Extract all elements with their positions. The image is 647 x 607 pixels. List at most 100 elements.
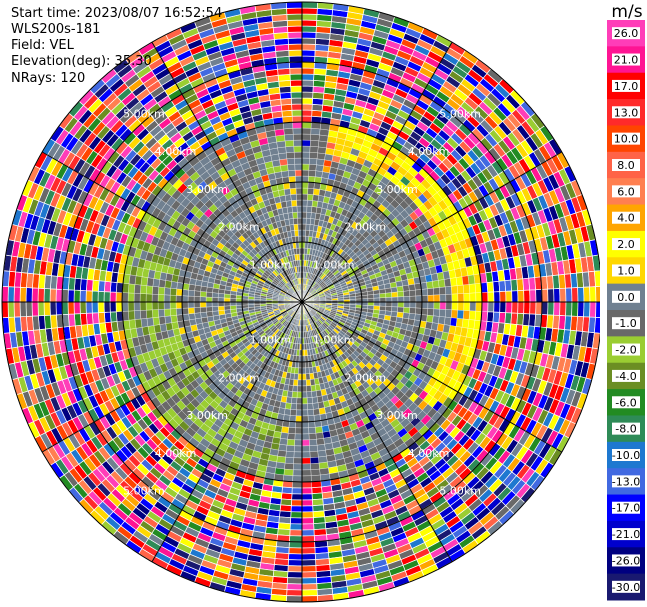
- gate: [247, 304, 255, 308]
- gate: [529, 289, 537, 303]
- gate: [158, 316, 166, 325]
- gate: [284, 402, 292, 410]
- gate: [373, 301, 381, 307]
- gate: [294, 427, 303, 435]
- gate: [306, 385, 312, 393]
- gate: [310, 456, 320, 464]
- gate: [193, 307, 201, 314]
- gate: [409, 301, 417, 309]
- gate: [298, 361, 303, 369]
- gate: [391, 306, 399, 313]
- gate: [304, 355, 309, 363]
- gate: [313, 188, 321, 196]
- gate: [285, 451, 295, 458]
- gate: [305, 217, 311, 225]
- gate: [241, 304, 249, 309]
- gate: [164, 287, 171, 296]
- gate: [195, 317, 203, 325]
- gate: [384, 287, 392, 294]
- gate: [188, 283, 196, 291]
- gate: [308, 164, 317, 171]
- gate: [535, 301, 543, 315]
- gate: [462, 310, 470, 320]
- gate: [73, 301, 81, 315]
- gate: [487, 301, 495, 313]
- gate: [379, 301, 387, 307]
- gate: [277, 449, 287, 458]
- gate: [433, 287, 440, 296]
- gate: [451, 293, 459, 303]
- gate: [397, 296, 405, 303]
- gate: [152, 316, 160, 326]
- gate: [301, 49, 316, 57]
- gate: [211, 301, 219, 307]
- gate: [301, 427, 310, 435]
- gate: [402, 312, 410, 320]
- gate: [316, 444, 326, 452]
- gate: [317, 401, 325, 409]
- gate: [109, 301, 117, 313]
- gate: [287, 571, 303, 579]
- gate: [308, 176, 316, 183]
- gate: [309, 152, 318, 159]
- gate: [296, 391, 303, 399]
- gate: [343, 296, 351, 300]
- gate: [211, 297, 219, 303]
- gate: [385, 297, 393, 303]
- gate: [289, 415, 297, 422]
- gate: [438, 279, 446, 288]
- gate: [146, 285, 153, 295]
- gate: [61, 289, 69, 303]
- gate: [309, 451, 319, 458]
- gate: [385, 301, 393, 307]
- gate: [553, 301, 561, 316]
- gate: [401, 279, 409, 287]
- gate: [301, 139, 311, 147]
- gate: [487, 291, 495, 303]
- gate: [439, 309, 446, 318]
- gate: [385, 292, 393, 298]
- gate: [199, 306, 207, 313]
- gate: [291, 493, 303, 501]
- gate: [301, 157, 310, 165]
- gate: [169, 301, 177, 310]
- gate: [306, 205, 313, 213]
- gate: [415, 307, 422, 315]
- gate: [301, 151, 311, 159]
- gate: [408, 313, 416, 321]
- gate: [433, 294, 441, 303]
- gate: [286, 577, 303, 585]
- gate: [361, 301, 369, 306]
- gate: [301, 421, 309, 429]
- gate: [212, 310, 220, 317]
- gate: [301, 595, 319, 603]
- gate: [229, 298, 237, 303]
- gate: [481, 292, 489, 303]
- gate: [115, 301, 123, 312]
- gate: [163, 294, 171, 303]
- gate: [91, 290, 99, 303]
- gate: [146, 309, 153, 319]
- gate: [67, 301, 75, 315]
- gate: [158, 309, 165, 318]
- gate: [301, 235, 306, 243]
- gate: [301, 43, 316, 51]
- gate: [301, 1, 319, 9]
- gate: [379, 297, 387, 303]
- gate: [287, 433, 296, 440]
- gate: [253, 304, 261, 308]
- gate: [529, 301, 537, 315]
- gate: [427, 294, 435, 303]
- gate: [451, 301, 459, 311]
- gate: [595, 301, 600, 318]
- gate: [290, 517, 303, 525]
- gate: [229, 301, 237, 306]
- gate: [289, 523, 303, 531]
- gate: [316, 152, 326, 160]
- gate: [223, 301, 231, 307]
- gate: [301, 505, 314, 513]
- gate: [308, 427, 316, 434]
- gate: [463, 301, 471, 311]
- gate: [61, 301, 69, 315]
- gate: [395, 280, 403, 288]
